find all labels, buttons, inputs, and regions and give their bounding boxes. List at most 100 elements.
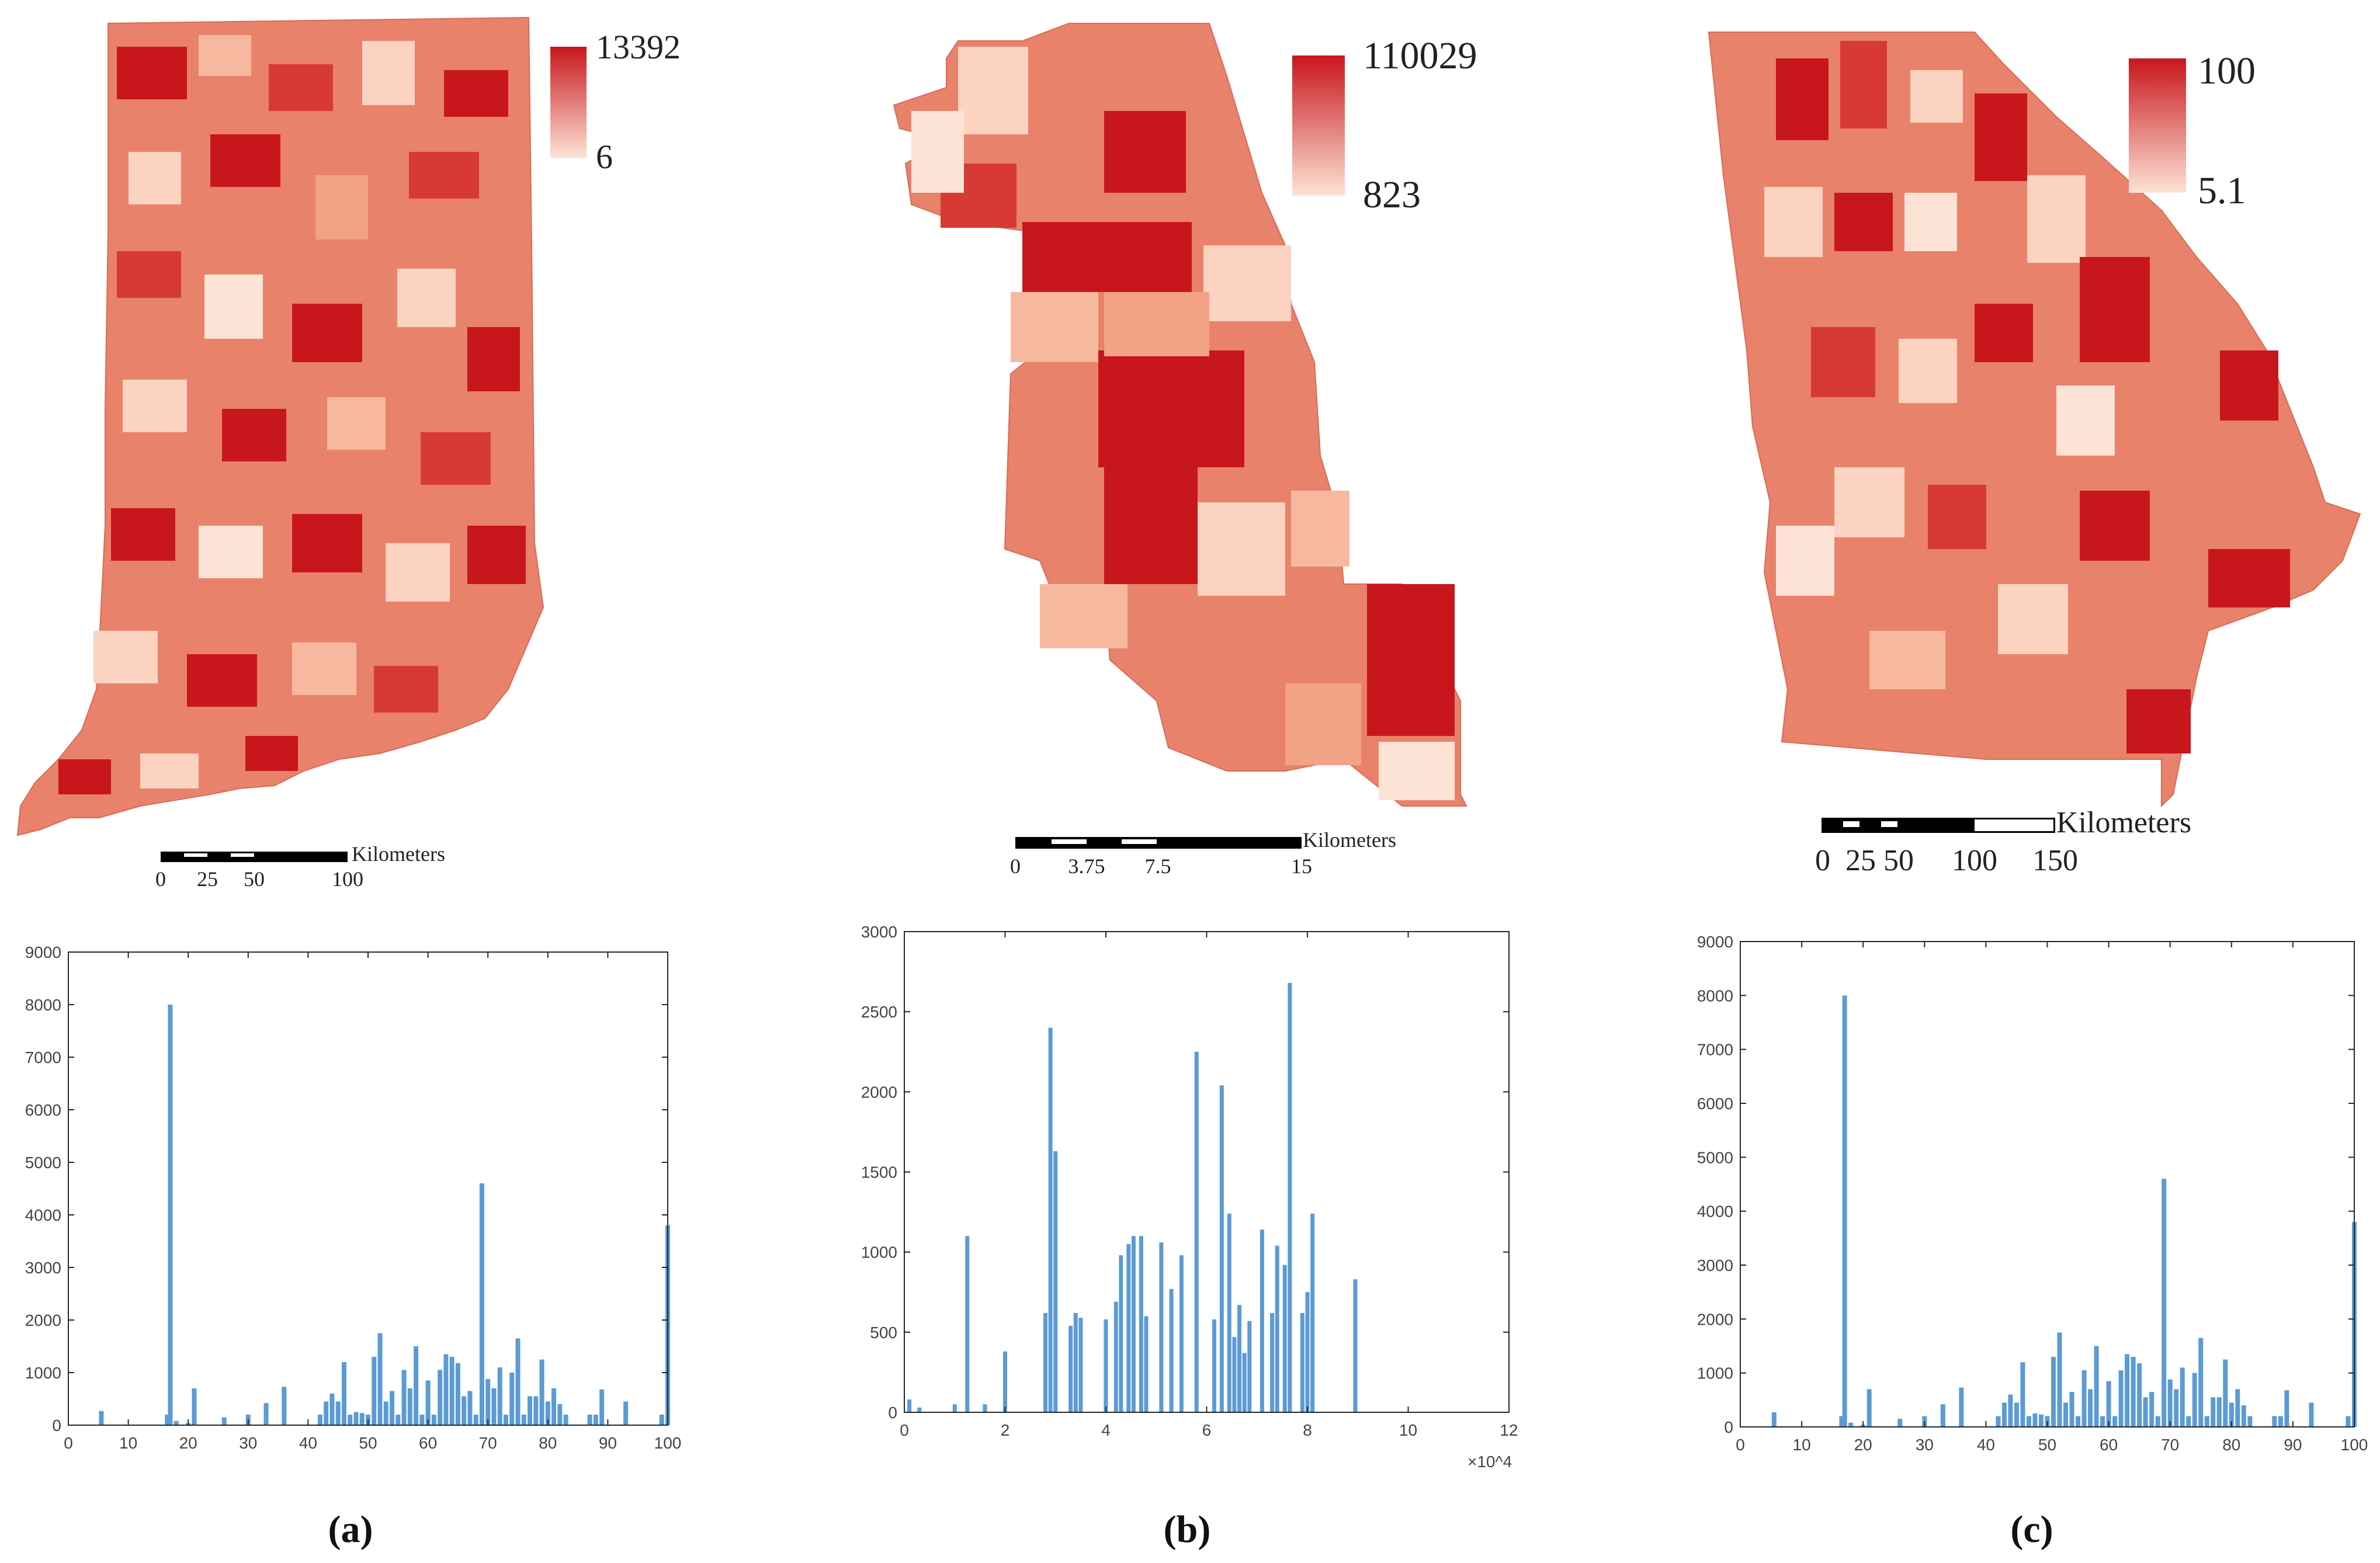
x-tick-label: 100	[2341, 1436, 2368, 1454]
bar	[1212, 1319, 1216, 1412]
bar	[587, 1415, 592, 1425]
y-tick-label: 0	[888, 1404, 897, 1422]
legend-a-max: 13392	[596, 28, 681, 66]
bar	[2094, 1346, 2099, 1427]
x-tick-label: 20	[1854, 1436, 1872, 1454]
scalebar-a-tick: 100	[332, 867, 363, 891]
bar	[2081, 1370, 2087, 1427]
bar	[2026, 1416, 2031, 1427]
scalebar-c-tick: 0	[1815, 844, 1830, 877]
histogram-a: 0 10 20 30 40 50 60 70 80 90 100010002000300040005…	[25, 943, 682, 1452]
y-tick-label: 1000	[861, 1244, 897, 1262]
y-tick-label: 2000	[25, 1311, 61, 1329]
bar	[443, 1354, 449, 1425]
bar	[479, 1183, 484, 1425]
bar	[2186, 1416, 2191, 1427]
indiana-county-patches	[58, 35, 526, 794]
bar	[455, 1363, 460, 1425]
legend-a-colorbar	[550, 47, 587, 158]
scalebar-c-tick: 150	[2032, 844, 2078, 877]
bar	[497, 1367, 502, 1425]
y-tick-label: 9000	[1697, 933, 1733, 951]
bar	[1126, 1244, 1131, 1412]
legend-b-max: 110029	[1363, 34, 1477, 77]
bar	[563, 1415, 568, 1425]
bar	[1073, 1312, 1078, 1412]
bar	[2272, 1416, 2277, 1427]
bar	[593, 1415, 598, 1425]
scalebar-c-unit: Kilometers	[2056, 806, 2191, 839]
bar	[1247, 1321, 1252, 1412]
bar	[1305, 1292, 1310, 1412]
legend-a-min: 6	[596, 138, 613, 176]
bar	[1897, 1419, 1903, 1427]
bar	[485, 1378, 491, 1425]
bar	[1227, 1213, 1231, 1412]
legend-c-min: 5.1	[2198, 169, 2246, 212]
bar	[2174, 1389, 2179, 1427]
bar	[2001, 1402, 2007, 1427]
bar	[2020, 1362, 2025, 1427]
bar	[2125, 1354, 2130, 1427]
bar	[1078, 1318, 1083, 1412]
bar	[431, 1415, 436, 1425]
x-tick-label: 80	[2222, 1436, 2240, 1454]
x-tick-label: 0	[1736, 1436, 1745, 1454]
x-tick-label: 12	[1500, 1421, 1518, 1439]
y-tick-label: 2000	[1697, 1310, 1733, 1328]
bar	[353, 1412, 359, 1425]
chicago-community-patches	[911, 47, 1455, 800]
scalebar-a: Kilometers 0 25 50 100	[155, 842, 445, 891]
y-tick-label: 500	[870, 1324, 897, 1342]
bar	[557, 1404, 563, 1425]
bar	[2198, 1338, 2204, 1427]
bar	[1940, 1404, 1945, 1427]
y-tick-label: 1500	[861, 1163, 897, 1182]
bar	[2235, 1389, 2240, 1427]
bar	[1159, 1242, 1164, 1412]
plot-frame	[904, 931, 1510, 1413]
x-tick-label: 0	[64, 1434, 73, 1452]
histogram-c: 0 10 20 30 40 50 60 70 80 90 100010002000300040005…	[1697, 933, 2368, 1454]
bar	[1839, 1416, 1844, 1427]
bar	[2106, 1381, 2111, 1427]
bar	[1232, 1337, 1237, 1412]
bar	[425, 1380, 431, 1425]
scalebar-b-unit: Kilometers	[1303, 828, 1396, 852]
x-tick-label: 100	[654, 1434, 682, 1452]
bar	[2069, 1391, 2074, 1427]
bar	[1866, 1389, 1872, 1427]
bar	[2057, 1332, 2062, 1427]
bar	[1288, 982, 1292, 1412]
bar	[2088, 1389, 2093, 1427]
legend-c-colorbar	[2129, 58, 2186, 193]
y-tick-label: 2000	[861, 1083, 897, 1101]
bar	[2204, 1416, 2209, 1427]
scalebar-c-tick: 50	[1883, 844, 1914, 877]
bar	[1282, 1265, 1287, 1412]
bar	[174, 1420, 179, 1425]
bar	[1053, 1151, 1058, 1412]
x-tick-label: 0	[900, 1421, 909, 1439]
bar	[401, 1370, 407, 1425]
scalebar-a-tick: 0	[155, 867, 166, 891]
x-tick-label: 2	[1001, 1421, 1010, 1439]
bar	[2051, 1356, 2056, 1427]
x-tick-label: 10	[1399, 1421, 1417, 1439]
x-tick-label: 60	[419, 1434, 437, 1452]
bar	[1119, 1255, 1123, 1412]
bar	[659, 1415, 664, 1425]
y-tick-label: 0	[52, 1416, 61, 1435]
bar	[192, 1388, 197, 1425]
y-tick-label: 4000	[25, 1206, 61, 1224]
y-tick-label: 6000	[25, 1101, 61, 1119]
bar	[168, 1005, 173, 1425]
x-tick-label: 40	[1977, 1436, 1995, 1454]
georgia-county-patches	[1764, 41, 2290, 753]
x-tick-label: 10	[119, 1434, 137, 1452]
bar	[2284, 1390, 2289, 1427]
bar	[533, 1396, 539, 1425]
y-tick-label: 7000	[25, 1048, 61, 1067]
bar	[1048, 1027, 1053, 1412]
caption-a: (a)	[328, 1508, 373, 1551]
